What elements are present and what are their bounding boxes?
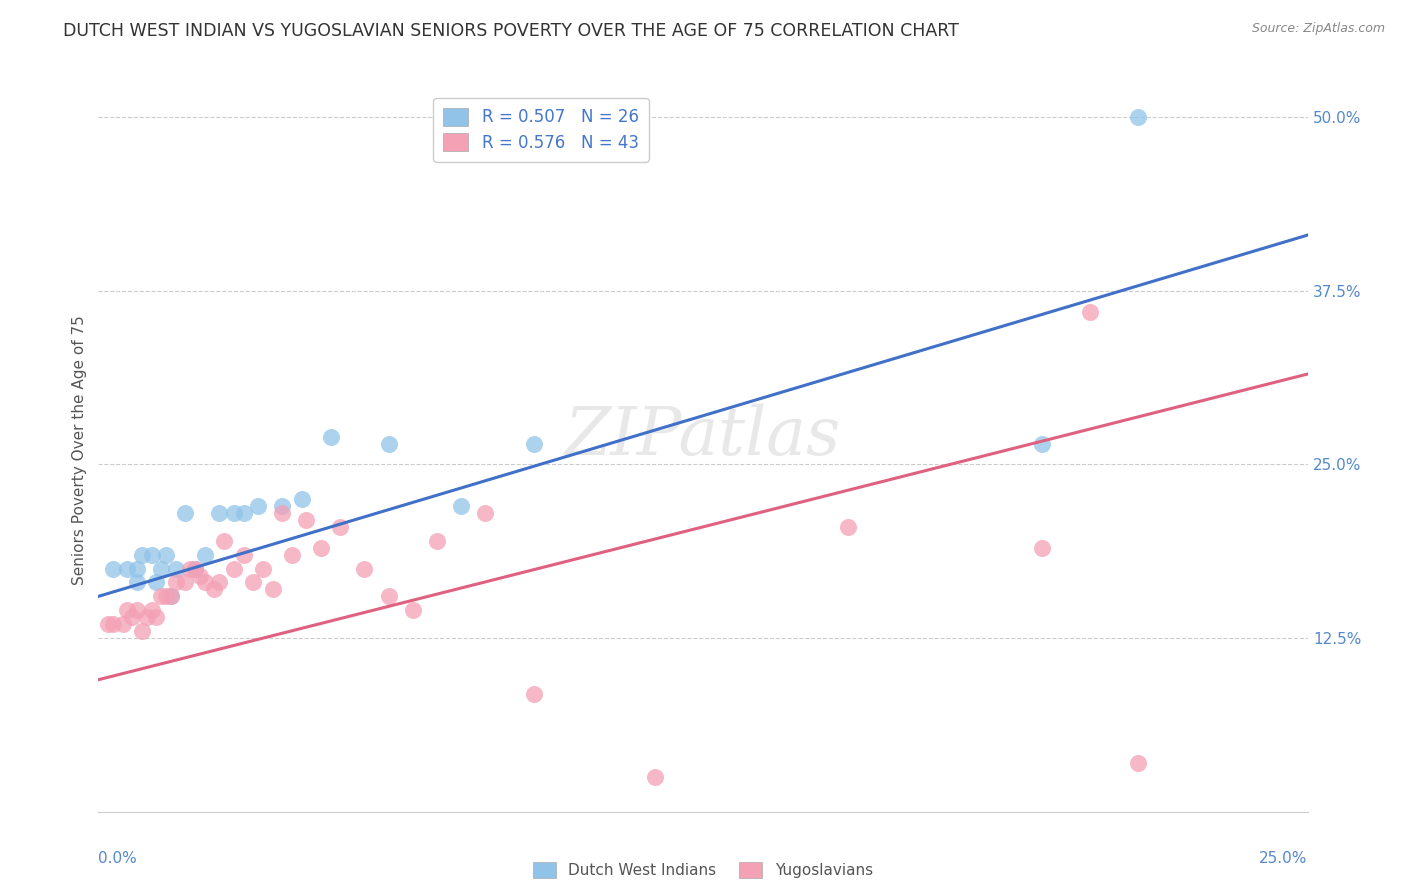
Point (319, 429, 342, 443)
Y-axis label: Seniors Poverty Over the Age of 75: Seniors Poverty Over the Age of 75 (72, 316, 87, 585)
Text: Source: ZipAtlas.com: Source: ZipAtlas.com (1251, 22, 1385, 36)
Text: 0.0%: 0.0% (98, 851, 138, 865)
Point (101, 617, 124, 632)
Point (97, 617, 120, 632)
Point (1128, 756, 1150, 770)
Point (165, 575, 187, 590)
Point (353, 561, 375, 575)
Point (117, 603, 139, 617)
Point (377, 590, 399, 604)
Point (232, 506, 254, 520)
Point (194, 575, 217, 590)
Point (141, 603, 163, 617)
Point (184, 561, 207, 575)
Point (150, 561, 173, 575)
Point (121, 610, 143, 624)
Point (295, 513, 318, 527)
Point (1128, 110, 1150, 124)
Text: DUTCH WEST INDIAN VS YUGOSLAVIAN SENIORS POVERTY OVER THE AGE OF 75 CORRELATION : DUTCH WEST INDIAN VS YUGOSLAVIAN SENIORS… (63, 22, 959, 40)
Point (474, 506, 496, 520)
Point (271, 506, 294, 520)
Point (155, 548, 177, 562)
Point (208, 575, 231, 590)
Point (271, 499, 294, 513)
Point (145, 610, 167, 624)
Point (262, 582, 284, 597)
Point (837, 520, 859, 534)
Point (174, 575, 197, 590)
Point (1031, 541, 1053, 555)
Point (212, 533, 235, 548)
Legend: Dutch West Indians, Yugoslavians: Dutch West Indians, Yugoslavians (527, 855, 879, 884)
Point (131, 548, 153, 562)
Point (135, 610, 157, 624)
Point (402, 603, 425, 617)
Point (1031, 436, 1053, 450)
Text: ZIPatlas: ZIPatlas (565, 404, 841, 469)
Point (242, 575, 264, 590)
Point (290, 492, 312, 507)
Point (252, 561, 274, 575)
Point (329, 520, 352, 534)
Point (523, 687, 546, 701)
Point (184, 561, 207, 575)
Point (281, 548, 304, 562)
Point (450, 499, 472, 513)
Point (523, 436, 546, 450)
Point (1078, 304, 1101, 318)
Point (204, 582, 226, 597)
Point (232, 548, 254, 562)
Point (222, 561, 245, 575)
Point (426, 533, 449, 548)
Point (165, 561, 187, 575)
Point (150, 590, 173, 604)
Point (131, 624, 153, 639)
Point (160, 590, 183, 604)
Point (188, 568, 211, 582)
Point (377, 436, 399, 450)
Point (247, 499, 270, 513)
Point (644, 770, 666, 784)
Point (208, 506, 231, 520)
Point (309, 541, 332, 555)
Point (160, 590, 183, 604)
Point (127, 575, 149, 590)
Point (145, 575, 167, 590)
Point (101, 561, 124, 575)
Point (117, 561, 139, 575)
Point (174, 506, 197, 520)
Point (194, 548, 217, 562)
Point (141, 548, 163, 562)
Point (111, 617, 134, 632)
Point (127, 603, 149, 617)
Point (179, 561, 201, 575)
Point (127, 561, 149, 575)
Legend: R = 0.507   N = 26, R = 0.576   N = 43: R = 0.507 N = 26, R = 0.576 N = 43 (433, 97, 648, 161)
Text: 25.0%: 25.0% (1260, 851, 1308, 865)
Point (222, 506, 245, 520)
Point (155, 590, 177, 604)
